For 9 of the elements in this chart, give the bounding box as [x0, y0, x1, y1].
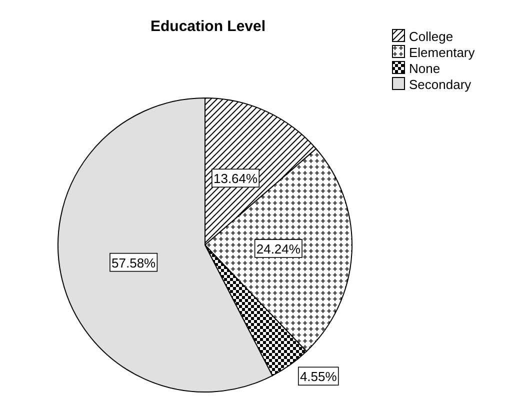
data-label: 24.24%	[256, 241, 301, 256]
chart-title: Education Level	[149, 18, 267, 35]
legend-label: Secondary	[409, 76, 472, 92]
legend-label: Elementary	[409, 44, 475, 60]
legend-label: College	[409, 28, 454, 44]
data-label: 13.64%	[213, 171, 258, 186]
data-label: 4.55%	[300, 369, 338, 384]
legend-label: None	[409, 60, 440, 76]
data-label: 57.58%	[112, 255, 156, 270]
